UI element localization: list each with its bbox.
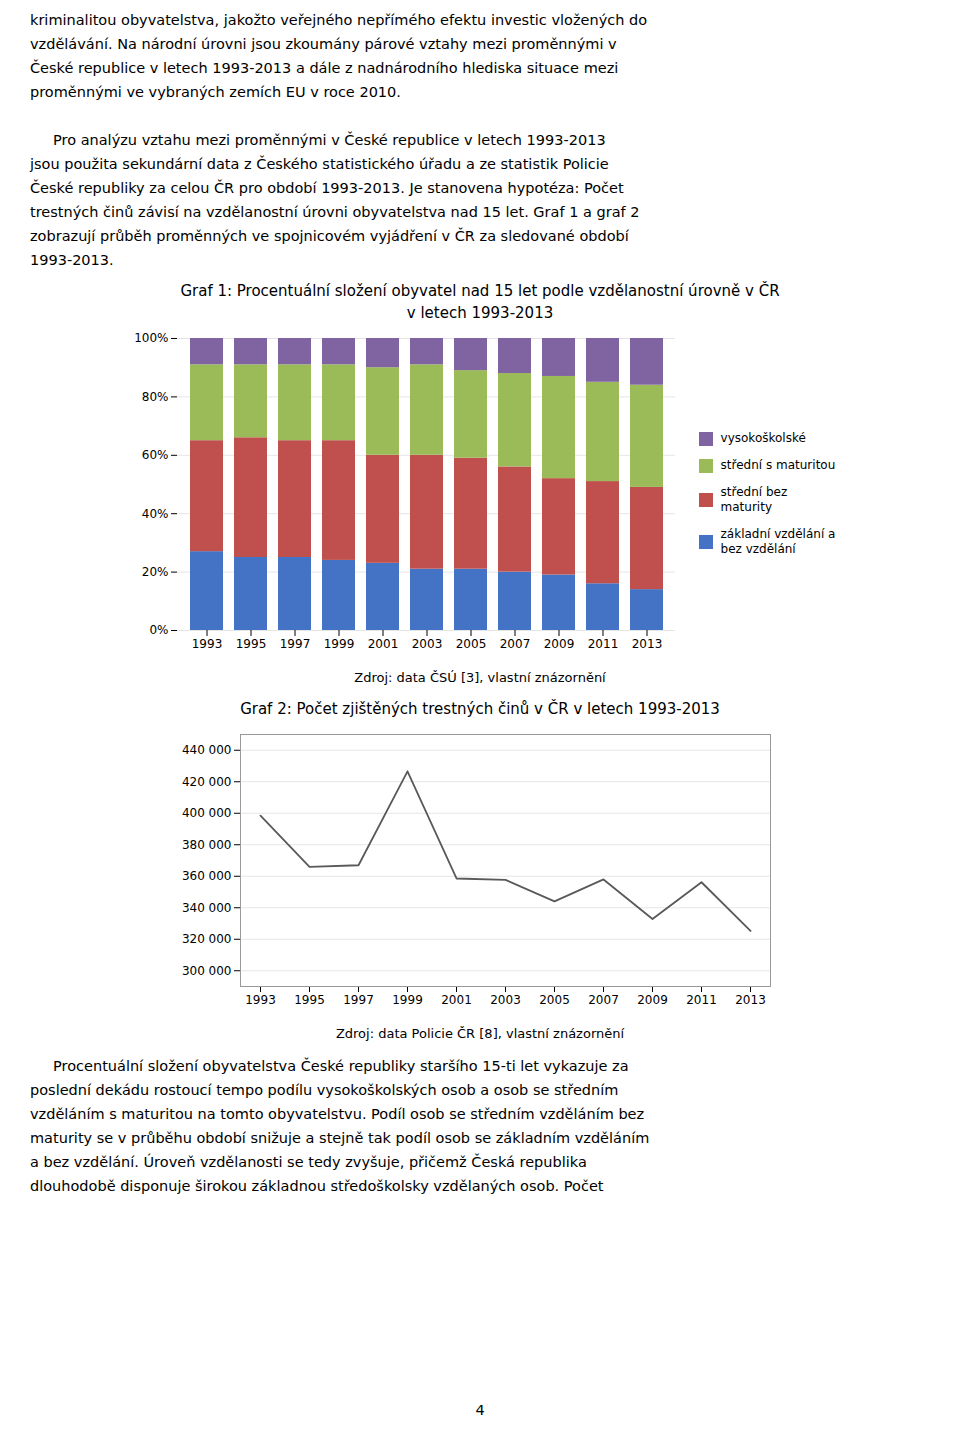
svg-text:0%: 0% [149, 623, 168, 637]
svg-text:20%: 20% [141, 565, 168, 579]
svg-text:2013: 2013 [735, 993, 766, 1007]
svg-text:2011: 2011 [587, 637, 618, 651]
html-text:trestných činů závisí na vzděl: trestných činů závisí na vzdělanostní úr… [30, 204, 640, 220]
svg-text:1997: 1997 [279, 637, 310, 651]
svg-text:1999: 1999 [392, 993, 423, 1007]
html-text:maturity se v průběhu období s: maturity se v průběhu období snižuje a s… [30, 1130, 650, 1146]
html-text:Zdroj: data ČSÚ [3], vlastní z: Zdroj: data ČSÚ [3], vlastní znázornění [354, 670, 606, 685]
svg-text:80%: 80% [141, 390, 168, 404]
svg-text:340 000: 340 000 [182, 901, 232, 915]
svg-text:2001: 2001 [367, 637, 398, 651]
html-text:vzděláním s maturitou na tomto: vzděláním s maturitou na tomto obyvatels… [30, 1106, 645, 1122]
svg-text:60%: 60% [141, 448, 168, 462]
html-text:Graf 2: Počet zjištěných trest: Graf 2: Počet zjištěných trestných činů … [240, 700, 720, 718]
html-text:proměnnými ve vybraných zemích: proměnnými ve vybraných zemích EU v roce… [30, 84, 401, 100]
svg-text:1993: 1993 [191, 637, 222, 651]
html-text:1993-2013.: 1993-2013. [30, 252, 114, 268]
svg-text:420 000: 420 000 [182, 775, 232, 789]
svg-text:2013: 2013 [631, 637, 662, 651]
html-text:střední bez maturity: střední bez maturity [720, 485, 788, 514]
svg-text:1997: 1997 [343, 993, 374, 1007]
svg-text:1993: 1993 [245, 993, 276, 1007]
html-text:kriminalitou obyvatelstva, jak: kriminalitou obyvatelstva, jakožto veřej… [30, 12, 648, 28]
html-text:dlouhodobě disponuje širokou z: dlouhodobě disponuje širokou základnou s… [30, 1178, 604, 1194]
svg-text:100%: 100% [134, 331, 168, 345]
html-text:poslední dekádu rostoucí tempo: poslední dekádu rostoucí tempo podílu vy… [30, 1082, 619, 1098]
html-text:Pro analýzu vztahu mezi proměn: Pro analýzu vztahu mezi proměnnými v Čes… [30, 132, 606, 148]
svg-text:1995: 1995 [294, 993, 325, 1007]
html-text:a bez vzdělání. Úroveň vzdělan: a bez vzdělání. Úroveň vzdělanosti se te… [30, 1154, 587, 1170]
html-text:vzdělávání. Na národní úrovni: vzdělávání. Na národní úrovni jsou zkoum… [30, 36, 617, 52]
svg-text:2007: 2007 [588, 993, 619, 1007]
svg-text:2003: 2003 [490, 993, 521, 1007]
svg-text:2005: 2005 [539, 993, 570, 1007]
html-text:zobrazují průběh proměnných ve: zobrazují průběh proměnných ve spojnicov… [30, 228, 629, 244]
svg-text:360 000: 360 000 [182, 869, 232, 883]
html-text:Graf 1: Procentuální složení o: Graf 1: Procentuální složení obyvatel na… [180, 282, 780, 322]
svg-text:2011: 2011 [686, 993, 717, 1007]
html-text:základní vzdělání a bez vzdělá: základní vzdělání a bez vzdělání [720, 527, 836, 556]
html-text:Zdroj: data Policie ČR [8], vl: Zdroj: data Policie ČR [8], vlastní znáz… [335, 1026, 625, 1041]
svg-text:2007: 2007 [499, 637, 530, 651]
html-text:4: 4 [475, 1402, 485, 1418]
svg-text:320 000: 320 000 [182, 932, 232, 946]
html-text:České republice v letech 1993-: České republice v letech 1993-2013 a dál… [30, 60, 619, 76]
svg-text:1995: 1995 [235, 637, 266, 651]
svg-text:440 000: 440 000 [182, 743, 232, 757]
html-text:jsou použita sekundární data z: jsou použita sekundární data z Českého s… [30, 156, 609, 172]
svg-text:2009: 2009 [543, 637, 574, 651]
html-text:České republiky za celou ČR pr: České republiky za celou ČR pro období 1… [30, 180, 624, 196]
html-text:Procentuální složení obyvatels: Procentuální složení obyvatelstva České … [30, 1058, 629, 1074]
html-text:střední s maturitou: střední s maturitou [720, 458, 836, 472]
svg-text:1999: 1999 [323, 637, 354, 651]
svg-text:40%: 40% [141, 507, 168, 521]
svg-text:2005: 2005 [455, 637, 486, 651]
svg-text:2003: 2003 [411, 637, 442, 651]
svg-text:400 000: 400 000 [182, 806, 232, 820]
svg-text:2001: 2001 [441, 993, 472, 1007]
svg-text:380 000: 380 000 [182, 838, 232, 852]
svg-text:2009: 2009 [637, 993, 668, 1007]
svg-text:300 000: 300 000 [182, 964, 232, 978]
html-text:vysokoškolské: vysokoškolské [720, 431, 806, 445]
